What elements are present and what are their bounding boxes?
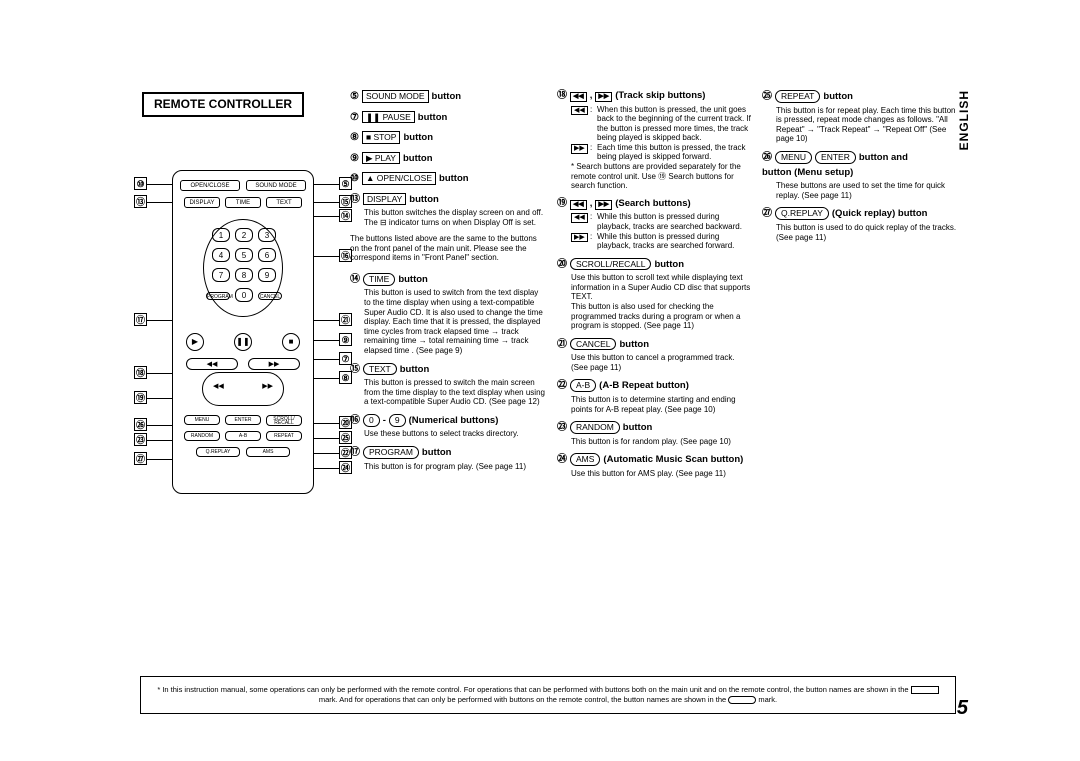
btn-pause: ❚❚	[234, 333, 252, 351]
btn-skip-back: ◀◀	[186, 358, 238, 370]
key-1: 1	[212, 228, 230, 242]
callout: ㉖	[134, 418, 147, 431]
list-item: ⑦❚❚ PAUSEbutton	[350, 111, 545, 125]
list-item: ⑱◀◀, ▶▶(Track skip buttons)◀◀ : When thi…	[557, 90, 752, 191]
btn-enter: ENTER	[225, 415, 261, 425]
btn-skip-fwd: ▶▶	[248, 358, 300, 370]
key-5: 5	[235, 248, 253, 262]
btn-open-close: OPEN/CLOSE	[180, 180, 240, 191]
list-item: ㉖MENUENTERbutton andbutton (Menu setup)T…	[762, 151, 957, 201]
list-item: ⑲◀◀, ▶▶(Search buttons)◀◀ : While this b…	[557, 198, 752, 251]
callout: ⑰	[134, 313, 147, 326]
callout: ㉗	[134, 452, 147, 465]
callout: ⑲	[134, 391, 147, 404]
column-2: ⑱◀◀, ▶▶(Track skip buttons)◀◀ : When thi…	[557, 90, 752, 485]
list-item: ㉒A-B(A-B Repeat button)This button is to…	[557, 379, 752, 414]
list-item: ⑭TIMEbuttonThis button is used to switch…	[350, 273, 545, 356]
list-item: ㉓RANDOMbuttonThis button is for random p…	[557, 421, 752, 446]
list-item: ⑧■ STOPbutton	[350, 131, 545, 145]
list-item: ㉗Q.REPLAY(Quick replay) buttonThis butto…	[762, 207, 957, 242]
btn-time: TIME	[225, 197, 261, 208]
manual-page: ENGLISH 5 REMOTE CONTROLLER OPEN/CLOSE S…	[0, 0, 1080, 761]
callout: ⑩	[134, 177, 147, 190]
column-1: ⑤SOUND MODEbutton ⑦❚❚ PAUSEbutton ⑧■ STOPb…	[350, 90, 545, 478]
list-item: ㉑CANCELbuttonUse this button to cancel a…	[557, 338, 752, 373]
key-9: 9	[258, 268, 276, 282]
seek-pad: ◀◀ ▶▶	[202, 372, 284, 406]
language-tab: ENGLISH	[957, 90, 972, 150]
list-item: ⑰PROGRAMbuttonThis button is for program…	[350, 446, 545, 471]
btn-display: DISPLAY	[184, 197, 220, 208]
btn-scroll: SCROLL/ RECALL	[266, 415, 302, 426]
list-item: ⑨▶ PLAYbutton	[350, 152, 545, 166]
key-8: 8	[235, 268, 253, 282]
btn-text: TEXT	[266, 197, 302, 208]
list-item: ⑩▲ OPEN/CLOSEbutton	[350, 172, 545, 186]
callout: ㉓	[134, 433, 147, 446]
callout: ⑬	[134, 195, 147, 208]
key-7: 7	[212, 268, 230, 282]
key-6: 6	[258, 248, 276, 262]
list-item: ㉔AMS(Automatic Music Scan button)Use thi…	[557, 453, 752, 478]
btn-play: ▶	[186, 333, 204, 351]
btn-repeat: REPEAT	[266, 431, 302, 441]
callout: ⑱	[134, 366, 147, 379]
list-item: ⑤SOUND MODEbutton	[350, 90, 545, 104]
list-item: The buttons listed above are the same to…	[350, 234, 545, 263]
page-number: 5	[957, 696, 968, 721]
btn-ab: A-B	[225, 431, 261, 441]
btn-menu: MENU	[184, 415, 220, 425]
btn-qreplay: Q.REPLAY	[196, 447, 240, 457]
section-title: REMOTE CONTROLLER	[142, 92, 304, 117]
column-3: ㉕REPEATbuttonThis button is for repeat p…	[762, 90, 957, 249]
btn-ams: AMS	[246, 447, 290, 457]
numpad: 1 2 3 4 5 6 7 8 9 0 PROGRAM CANCEL	[203, 219, 283, 317]
btn-random: RANDOM	[184, 431, 220, 441]
key-4: 4	[212, 248, 230, 262]
key-3: 3	[258, 228, 276, 242]
list-item: ⑯0 - 9(Numerical buttons)Use these butto…	[350, 414, 545, 439]
btn-stop: ■	[282, 333, 300, 351]
key-2: 2	[235, 228, 253, 242]
list-item: ⑬DISPLAYbuttonThis button switches the d…	[350, 193, 545, 228]
remote-diagram: OPEN/CLOSE SOUND MODE DISPLAY TIME TEXT …	[172, 170, 314, 494]
btn-program: PROGRAM	[206, 292, 230, 300]
list-item: ㉕REPEATbuttonThis button is for repeat p…	[762, 90, 957, 144]
list-item: ⑮TEXTbuttonThis button is pressed to swi…	[350, 363, 545, 407]
footnote-box: * In this instruction manual, some opera…	[140, 676, 956, 714]
list-item: ⑳SCROLL/RECALLbuttonUse this button to s…	[557, 258, 752, 331]
btn-cancel: CANCEL	[258, 292, 282, 300]
btn-sound-mode: SOUND MODE	[246, 180, 306, 191]
key-0: 0	[235, 288, 253, 302]
